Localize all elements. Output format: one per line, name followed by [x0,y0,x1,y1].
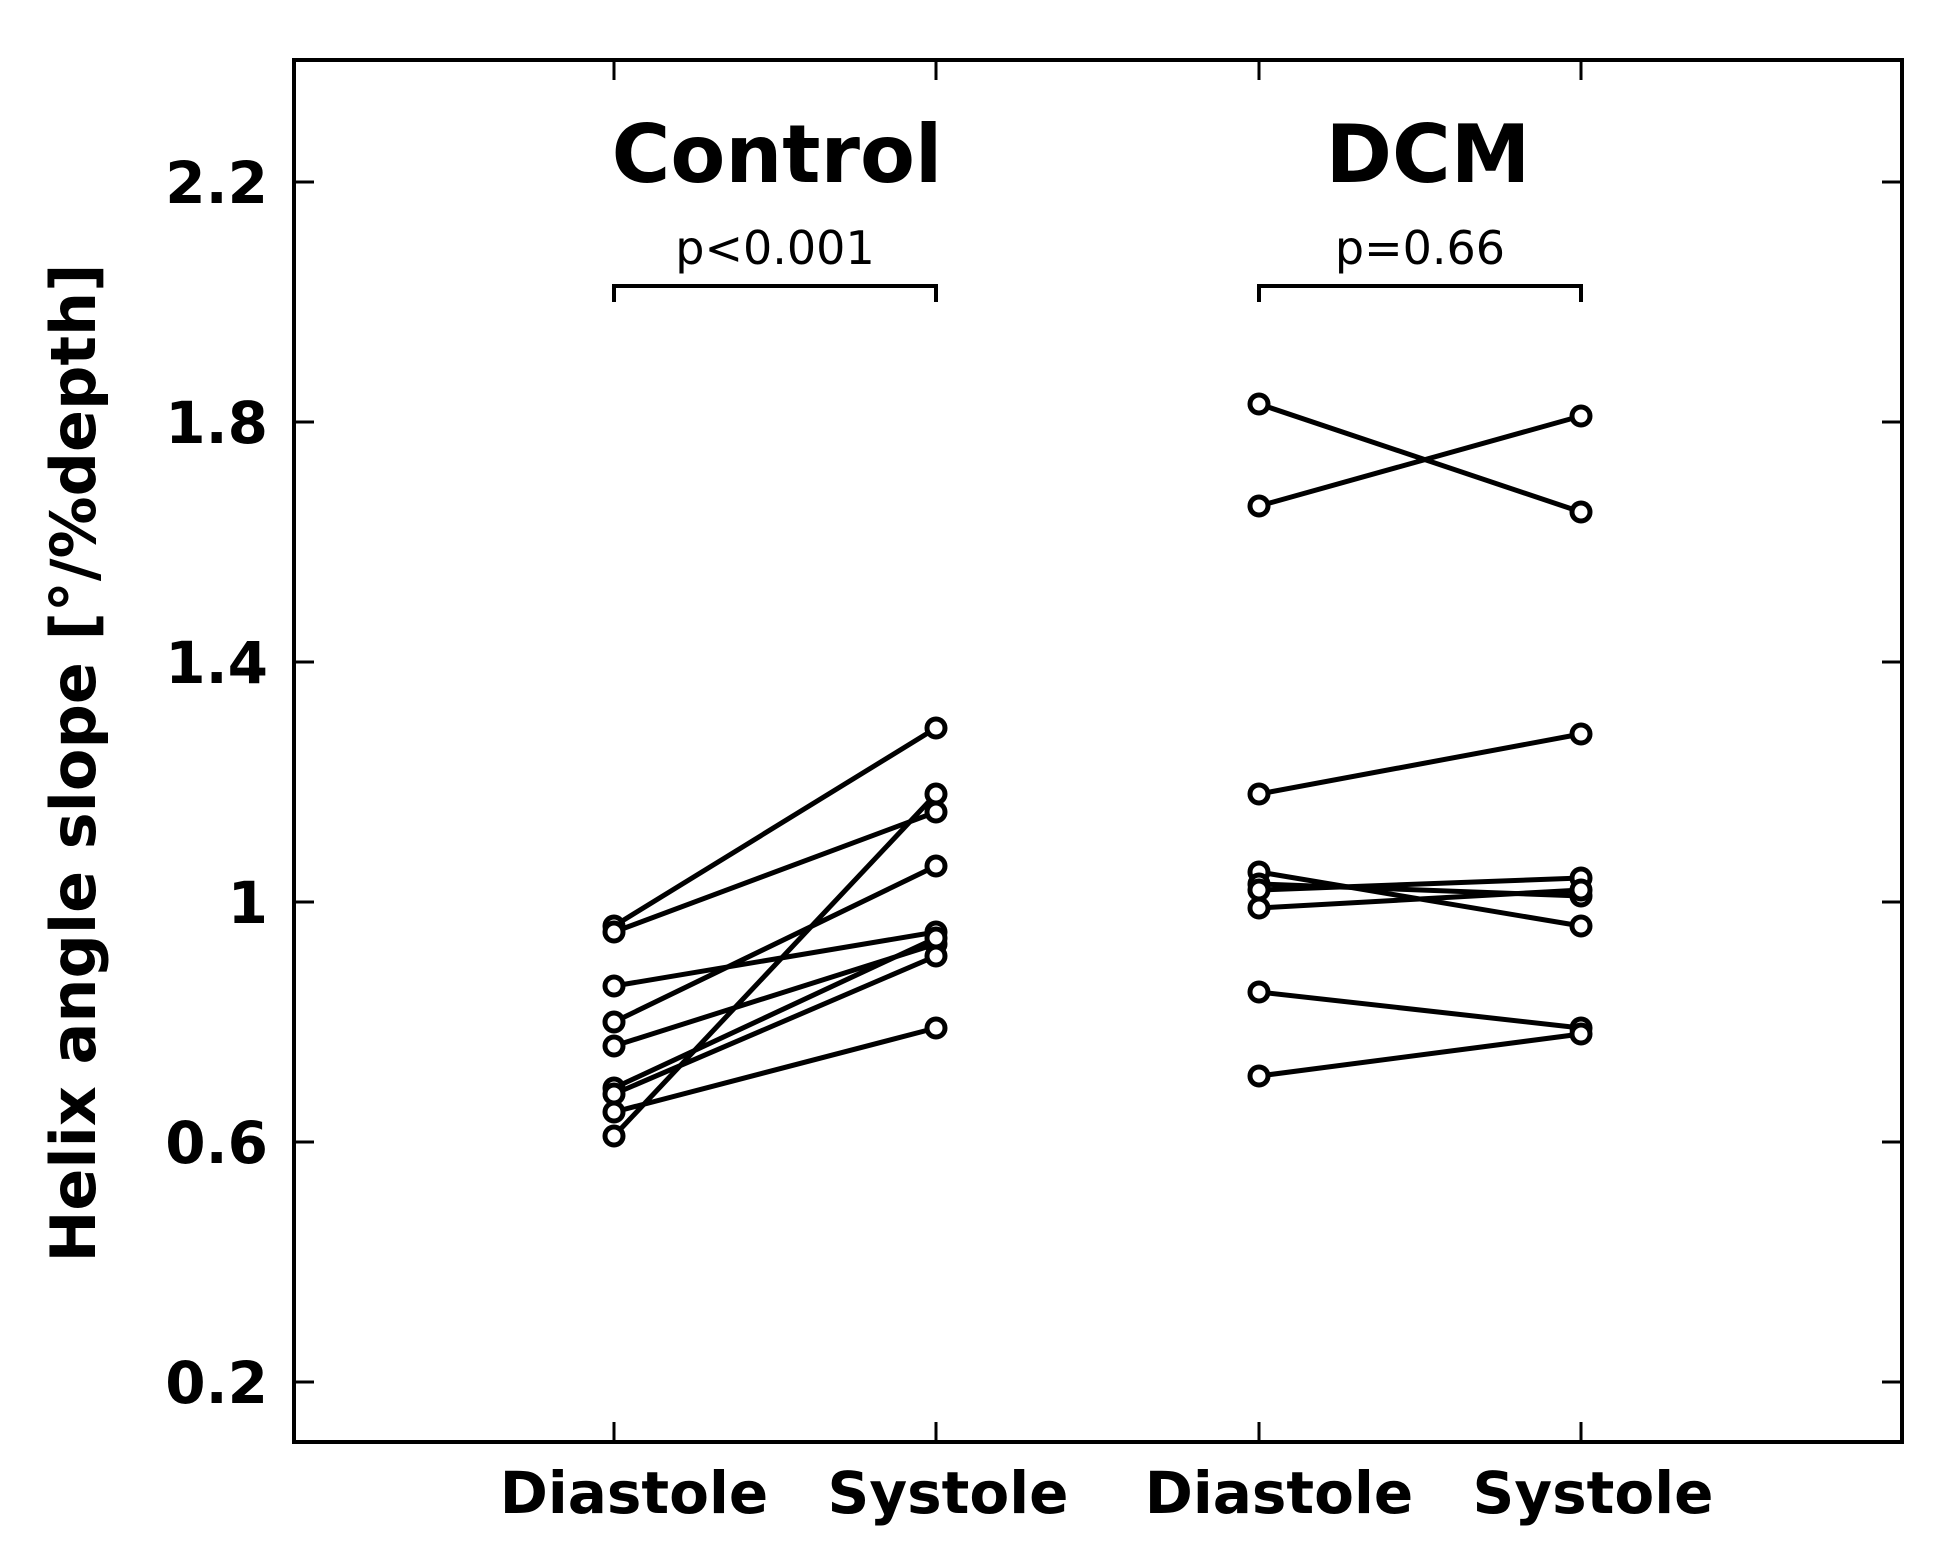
diastole-point [602,1124,626,1148]
y-tick-label: 1.8 [165,389,268,457]
y-tick-label: 1.4 [165,629,268,697]
systole-point [924,800,948,824]
subject-line [1258,1031,1582,1079]
subject-line [613,929,937,989]
p-value-label: p<0.001 [675,221,874,275]
x-tick-label: Systole [828,1459,1069,1527]
significance-bracket [1257,284,1583,302]
systole-point [1569,500,1593,524]
systole-point [924,854,948,878]
x-tick-label: Diastole [500,1459,768,1527]
diastole-point [1247,392,1271,416]
systole-point [1569,722,1593,746]
subject-line [612,863,938,1025]
diastole-point [1247,896,1271,920]
subject-line [1258,875,1582,893]
systole-point [1569,1022,1593,1046]
systole-point [924,926,948,950]
diastole-point [602,1034,626,1058]
subject-line [612,792,938,1138]
subject-line [612,935,938,1091]
x-tick-label: Diastole [1145,1459,1413,1527]
group-control [602,716,948,1148]
systole-point [1569,914,1593,938]
diastole-point [602,1082,626,1106]
subject-line [613,1025,937,1115]
significance-bracket [612,284,938,302]
y-tick-label: 2.2 [165,149,268,217]
diastole-point [602,920,626,944]
significance-brackets: p<0.001 Control p=0.66 DCM [612,108,1583,302]
p-value-label: p=0.66 [1335,221,1505,275]
subject-line [1258,401,1582,515]
systole-point [924,716,948,740]
y-tick-label: 0.2 [165,1349,268,1417]
systole-point [1569,878,1593,902]
subject-line [613,953,937,1097]
diastole-point [1247,878,1271,902]
systole-point [924,944,948,968]
subject-line [1258,413,1582,509]
x-tick-label: Systole [1473,1459,1714,1527]
y-axis-label: Helix angle slope [°/%depth] [37,263,110,1262]
diastole-point [1247,980,1271,1004]
diastole-point [602,1010,626,1034]
subject-line [613,809,937,935]
y-tick-label: 1 [228,869,268,937]
systole-point [924,782,948,806]
diastole-point [1247,1064,1271,1088]
group-title: Control [612,108,943,201]
y-axis-ticks: 2.2 1.8 1.4 1 0.6 0.2 [165,149,1902,1417]
diastole-point [1247,782,1271,806]
plot-frame [292,58,1904,1444]
y-tick-label: 0.6 [165,1109,268,1177]
subject-line [1258,887,1582,911]
subject-line [612,725,938,929]
diastole-point [602,974,626,998]
subject-line [1258,731,1582,797]
data-series [602,392,1593,1148]
x-axis-ticks: Diastole Systole Diastole Systole [500,60,1714,1527]
group-dcm [1247,392,1593,1088]
diastole-point [602,1100,626,1124]
subject-line [1258,989,1582,1031]
diastole-point [1247,494,1271,518]
group-title: DCM [1326,108,1531,201]
systole-point [924,1016,948,1040]
systole-point [1569,404,1593,428]
